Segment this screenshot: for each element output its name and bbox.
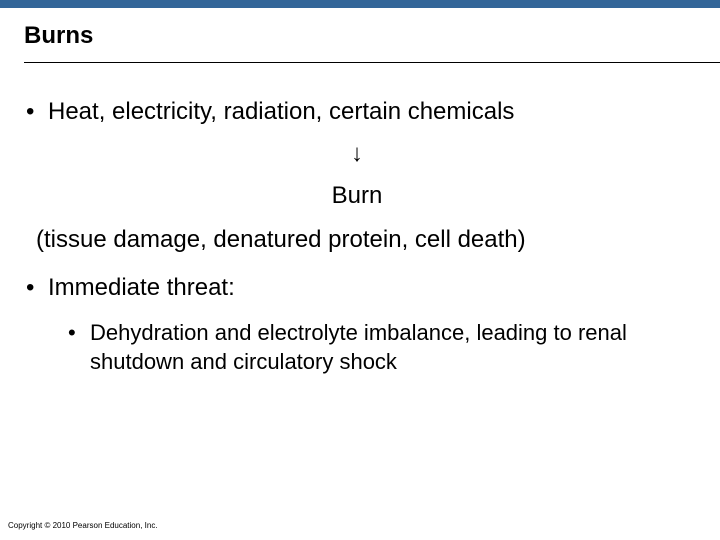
- slide-content: • Heat, electricity, radiation, certain …: [0, 63, 720, 376]
- bullet-causes: • Heat, electricity, radiation, certain …: [24, 97, 690, 127]
- bullet-dot: •: [24, 97, 48, 127]
- copyright-text: Copyright © 2010 Pearson Education, Inc.: [8, 521, 158, 530]
- burn-definition: (tissue damage, denatured protein, cell …: [36, 225, 690, 255]
- bullet-threat-label: Immediate threat:: [48, 273, 690, 303]
- slide-title: Burns: [0, 8, 720, 62]
- bullet-dot: •: [24, 273, 48, 303]
- burn-label: Burn: [24, 181, 690, 211]
- threat-detail-text: Dehydration and electrolyte imbalance, l…: [90, 319, 672, 376]
- bullet-threat: • Immediate threat:: [24, 273, 690, 303]
- arrow-down: ↓: [24, 139, 690, 169]
- bullet-causes-text: Heat, electricity, radiation, certain ch…: [48, 97, 690, 127]
- top-accent-bar: [0, 0, 720, 8]
- sub-bullet-threat-detail: • Dehydration and electrolyte imbalance,…: [68, 319, 690, 376]
- bullet-dot: •: [68, 319, 90, 348]
- slide: Burns • Heat, electricity, radiation, ce…: [0, 0, 720, 540]
